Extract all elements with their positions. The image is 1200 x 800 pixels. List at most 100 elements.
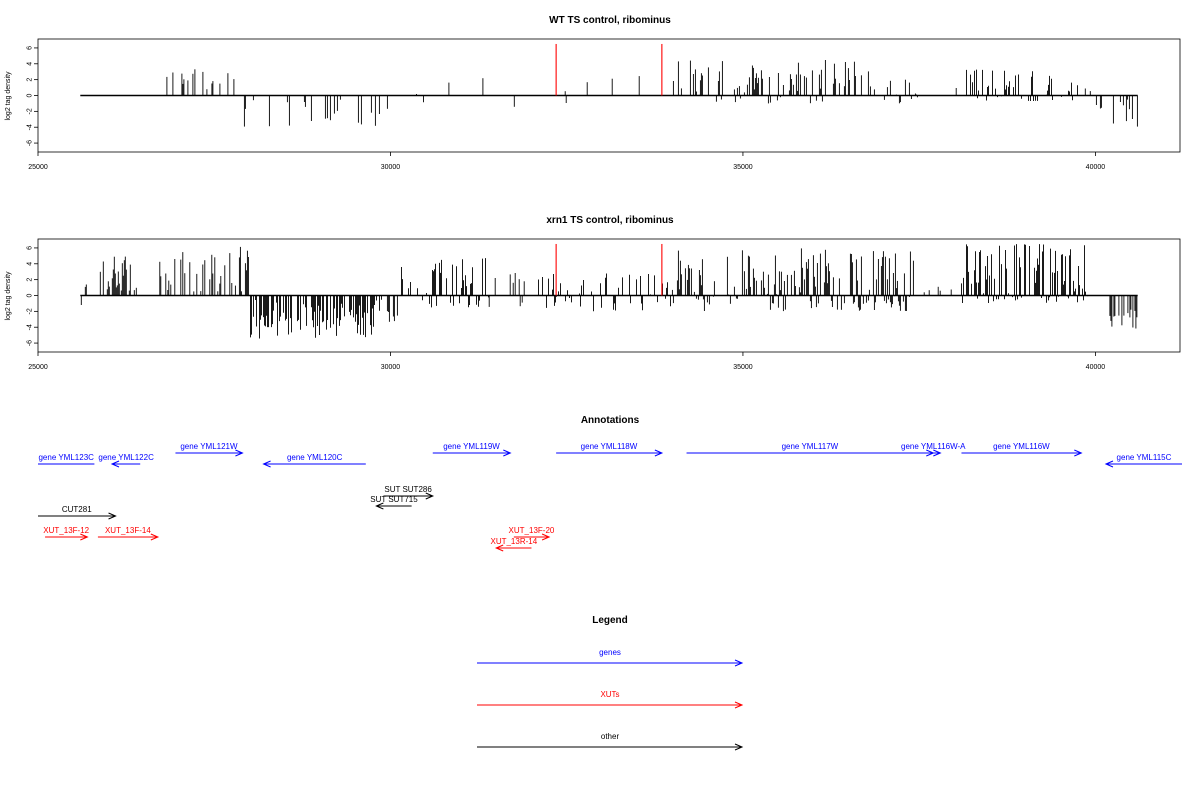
feature: gene YML117W	[686, 442, 935, 457]
feature-label: SUT SUT286	[384, 485, 432, 494]
feature: gene YML123C	[38, 453, 95, 465]
plot-frame	[37, 38, 1181, 153]
feature-label: gene YML122C	[98, 453, 154, 462]
y-tick-label: -6	[27, 340, 34, 346]
arrowhead-right	[1074, 449, 1083, 457]
x-tick-label: 35000	[733, 364, 753, 371]
x-tick-label: 25000	[28, 164, 48, 171]
plot-frame	[37, 238, 1181, 353]
arrowhead-right	[80, 533, 89, 541]
y-tick-label: 6	[27, 46, 34, 50]
legend-title: Legend	[592, 615, 628, 626]
feature-label: gene YML115C	[1117, 453, 1172, 462]
feature-label: gene YML120C	[287, 453, 343, 462]
arrowhead-right	[933, 449, 942, 457]
feature-label: gene YML116W-A	[901, 442, 966, 451]
x-axis: 25000 30000 35000 40000	[28, 152, 1105, 171]
arrowhead-left	[375, 502, 384, 510]
annotations-title: Annotations	[581, 415, 640, 426]
feature: gene YML118W	[556, 442, 664, 457]
feature-label: gene YML123C	[38, 453, 94, 462]
x-tick-label: 25000	[28, 364, 48, 371]
y-tick-label: 4	[27, 262, 34, 266]
feature: XUT_13F-12	[43, 526, 90, 541]
feature-label: XUT_13F-20	[509, 526, 555, 535]
feature-label: gene YML117W	[782, 442, 839, 451]
track-bars	[80, 243, 1138, 339]
feature-label: SUT SUT715	[370, 495, 418, 504]
y-tick-label: -4	[27, 324, 34, 330]
y-axis-label: log2 tag density	[5, 271, 12, 321]
feature-label: CUT281	[62, 505, 92, 514]
arrowhead-left	[1104, 460, 1114, 468]
feature: gene YML115C	[1104, 453, 1182, 468]
arrowhead-left	[262, 460, 271, 468]
panel-title: xrn1 TS control, ribominus	[546, 215, 674, 226]
feature-layer: gene YML123C gene YML122C gene YML121W gene…	[38, 442, 1182, 552]
arrowhead-right	[734, 743, 744, 751]
wt-ts-control-panel: WT TS control, ribominus log2 tag densit…	[5, 15, 1181, 171]
arrowhead-right	[108, 512, 117, 520]
y-axis-label: log2 tag density	[5, 71, 12, 121]
y-tick-label: 2	[27, 78, 34, 82]
x-axis: 25000 30000 35000 40000	[28, 352, 1105, 371]
y-tick-label: 4	[27, 62, 34, 66]
feature: gene YML119W	[432, 442, 512, 457]
feature-label: gene YML116W	[993, 442, 1050, 451]
legend-item: other	[477, 732, 744, 751]
y-axis: -6 -4 -2 0 2 4 6	[27, 246, 38, 346]
feature-label: XUT_13F-12	[43, 526, 89, 535]
feature: gene YML116W-A	[901, 442, 966, 457]
feature-label: XUT_13F-14	[105, 526, 151, 535]
arrowhead-right	[150, 533, 160, 541]
x-tick-label: 40000	[1086, 164, 1106, 171]
track-bars	[80, 43, 1138, 127]
arrowhead-right	[654, 449, 664, 457]
feature: SUT SUT715	[370, 495, 418, 510]
feature-label: gene YML118W	[581, 442, 638, 451]
x-tick-label: 40000	[1086, 364, 1106, 371]
y-axis: -6 -4 -2 0 2 4 6	[27, 46, 38, 146]
legend-items: genes XUTs other	[477, 648, 744, 751]
y-tick-label: -4	[27, 124, 34, 130]
y-tick-label: 6	[27, 246, 34, 250]
y-tick-label: -2	[27, 308, 34, 314]
feature: CUT281	[38, 505, 117, 520]
feature-label: gene YML121W	[180, 442, 238, 451]
legend-panel: Legend genes XUTs other	[477, 615, 744, 751]
x-tick-label: 30000	[381, 364, 401, 371]
feature: gene YML122C	[98, 453, 154, 468]
arrowhead-right	[235, 449, 244, 457]
arrowhead-right	[734, 701, 744, 709]
feature: SUT SUT286	[383, 485, 435, 500]
y-tick-label: 0	[27, 293, 34, 297]
y-tick-label: 2	[27, 278, 34, 282]
arrowhead-left	[494, 544, 504, 552]
y-tick-label: 0	[27, 93, 34, 97]
feature: XUT_13F-14	[97, 526, 160, 541]
arrowhead-right	[541, 533, 551, 541]
annotations-panel: Annotations gene YML123C gene YML122Cgene…	[38, 415, 1182, 552]
feature: gene YML116W	[961, 442, 1083, 457]
arrowhead-right	[503, 449, 512, 457]
y-tick-label: -6	[27, 140, 34, 146]
panel-title: WT TS control, ribominus	[549, 15, 671, 26]
legend-item: genes	[477, 648, 744, 667]
arrowhead-right	[425, 492, 435, 500]
xrn1-ts-control-panel: xrn1 TS control, ribominus log2 tag dens…	[5, 215, 1181, 371]
x-tick-label: 30000	[381, 164, 401, 171]
arrowhead-left	[110, 460, 120, 468]
legend-item: XUTs	[477, 690, 744, 709]
feature-label: gene YML119W	[443, 442, 500, 451]
legend-label: XUTs	[600, 690, 619, 699]
feature: gene YML120C	[262, 453, 366, 468]
legend-label: genes	[599, 648, 621, 657]
x-tick-label: 35000	[733, 164, 753, 171]
feature: XUT_13F-20	[509, 526, 555, 541]
feature: gene YML121W	[175, 442, 244, 457]
feature: XUT_13R-14	[490, 537, 538, 552]
y-tick-label: -2	[27, 108, 34, 114]
legend-label: other	[601, 732, 620, 741]
feature-label: XUT_13R-14	[490, 537, 537, 546]
